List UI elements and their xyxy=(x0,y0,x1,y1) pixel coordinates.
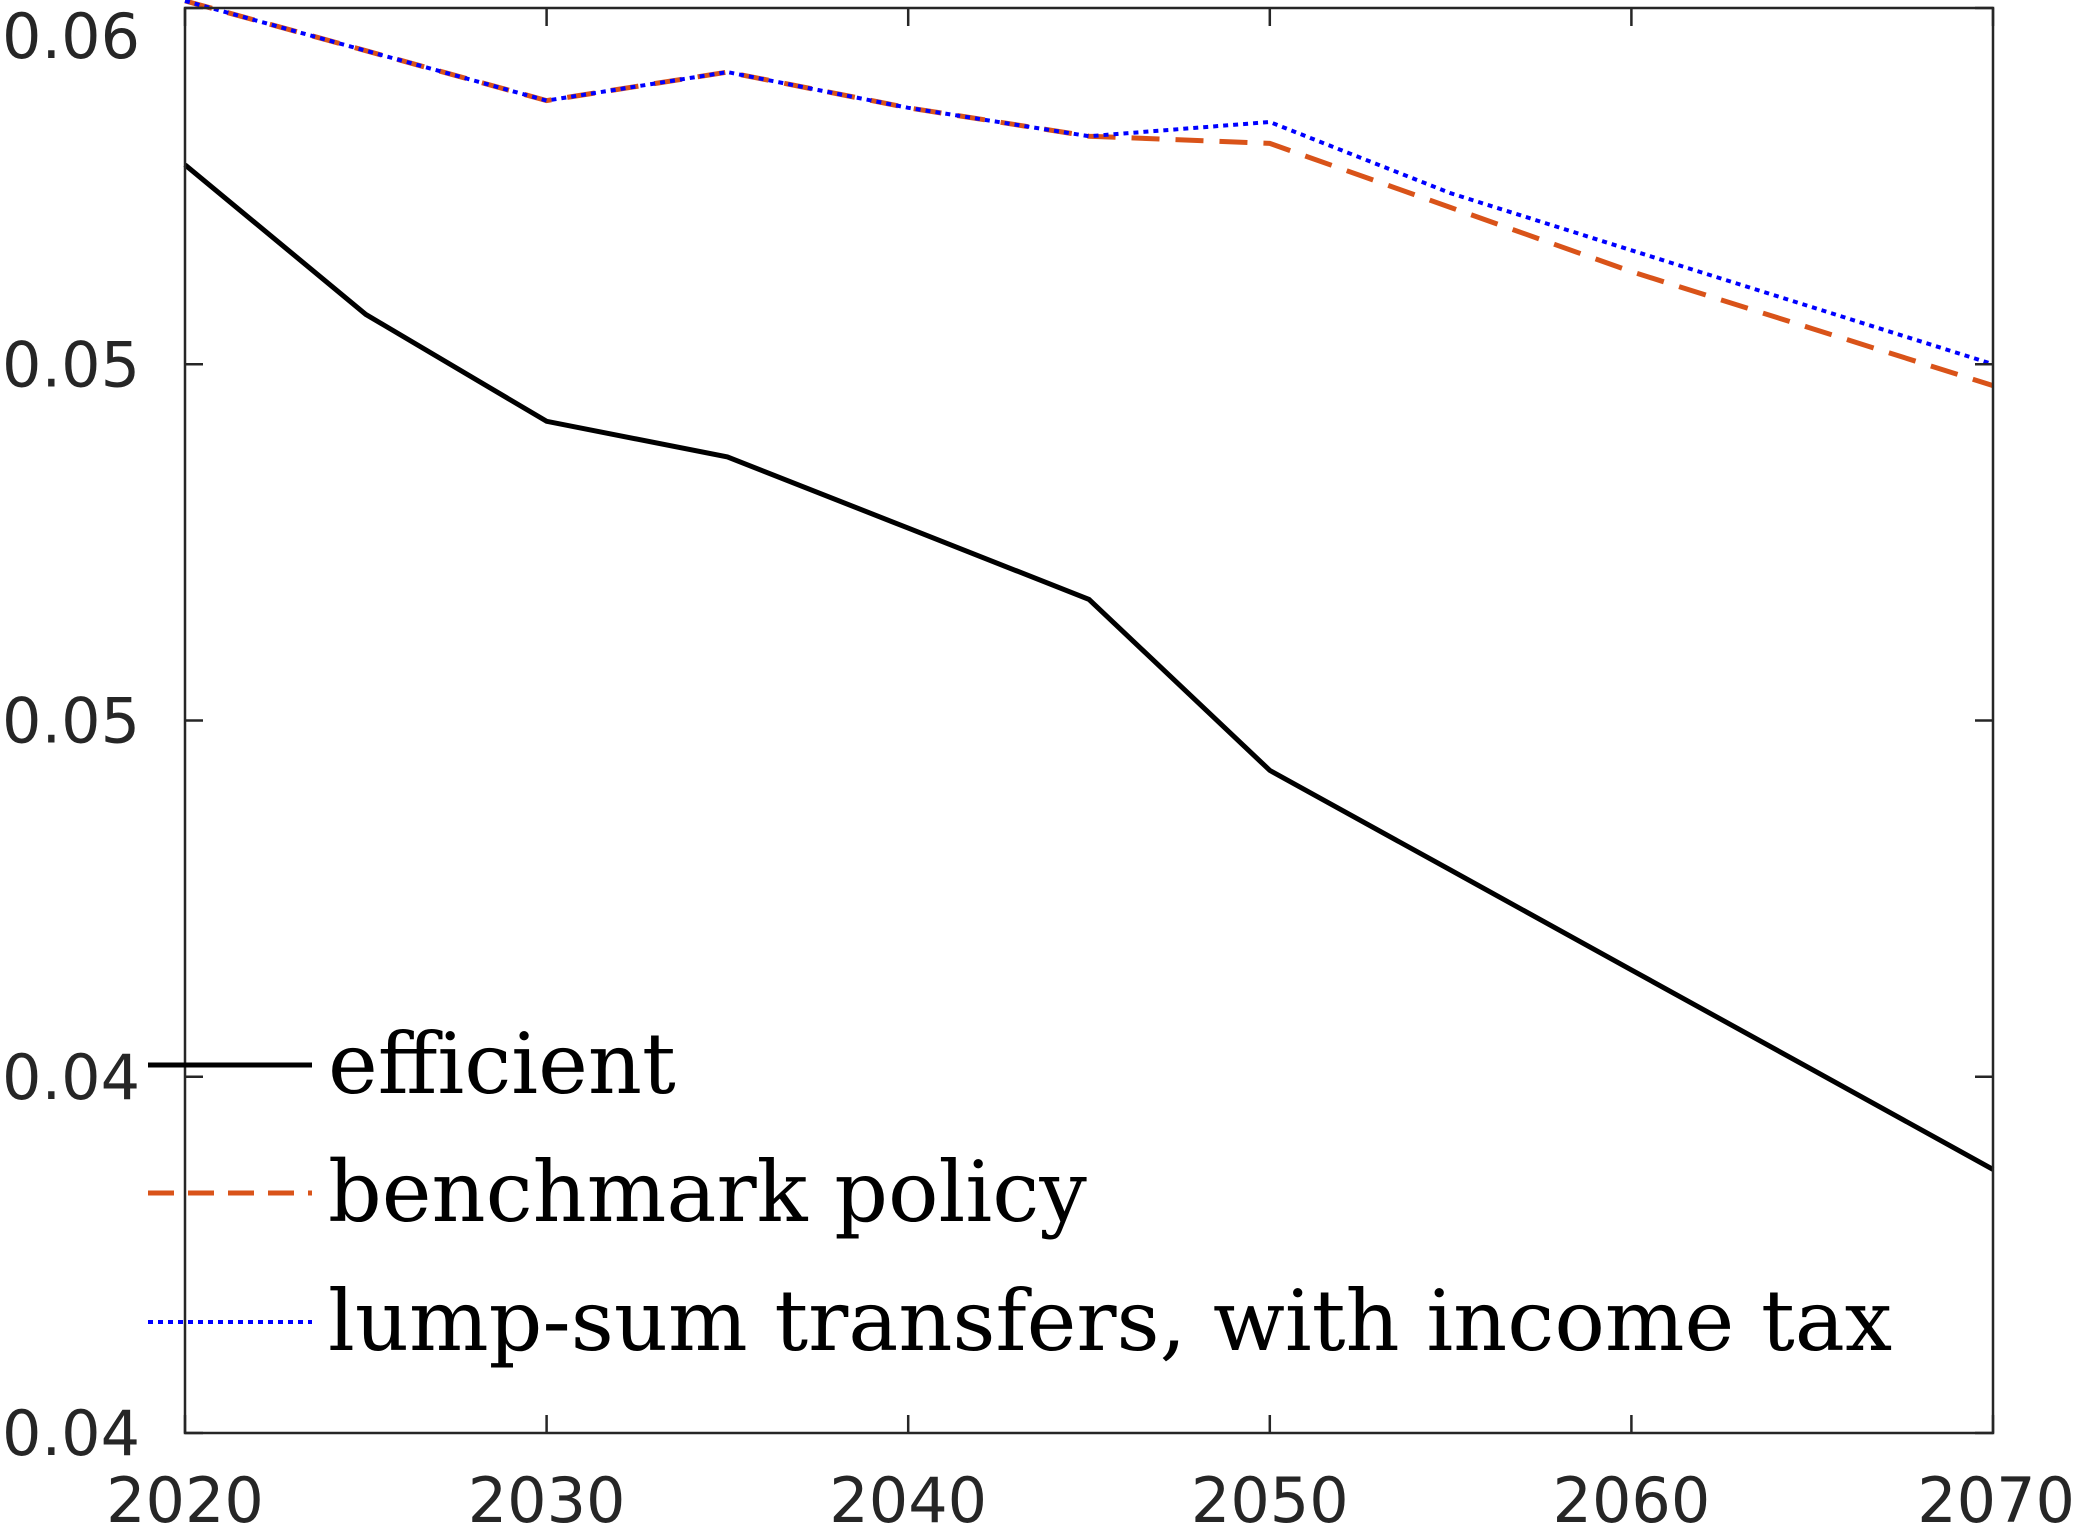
x-tick-label: 2060 xyxy=(1553,1464,1711,1530)
legend-label-2: benchmark policy xyxy=(328,1143,1087,1241)
x-tick-label: 2030 xyxy=(468,1464,626,1530)
x-tick-label: 2020 xyxy=(106,1464,264,1530)
series-line-3 xyxy=(184,0,1994,367)
y-tick-label: 0.05 xyxy=(2,685,140,758)
series-line-1 xyxy=(183,162,1995,1172)
legend-label-1: efficient xyxy=(328,1015,676,1113)
y-tick-label: 0.04 xyxy=(2,1397,140,1470)
x-tick-label: 2050 xyxy=(1191,1464,1349,1530)
y-tick-label: 0.05 xyxy=(2,328,140,401)
series-layer xyxy=(183,0,1995,1172)
legend-label-3: lump-sum transfers, with income tax xyxy=(328,1272,1892,1370)
legend: efficient benchmark policy lump-sum transf… xyxy=(148,1015,1892,1370)
y-tick-label: 0.06 xyxy=(2,0,140,73)
y-tick-label: 0.04 xyxy=(2,1041,140,1114)
x-tick-label: 2070 xyxy=(1917,1464,2075,1530)
x-tick-label: 2040 xyxy=(829,1464,987,1530)
